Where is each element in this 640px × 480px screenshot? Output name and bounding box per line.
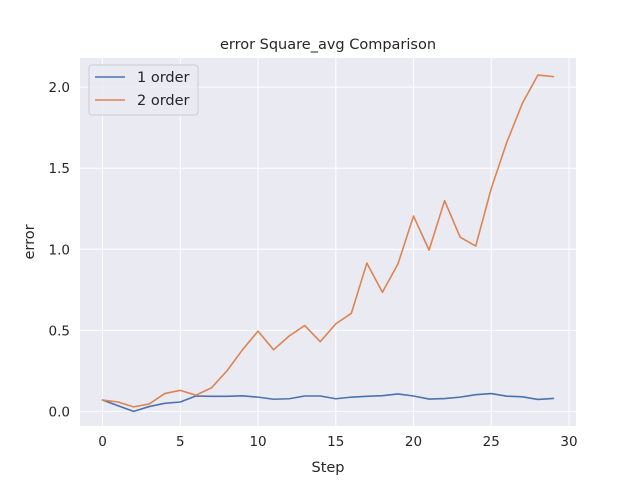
legend-label-2-order: 2 order (137, 93, 190, 109)
plot-area (80, 58, 576, 426)
legend: 1 order 2 order (88, 64, 199, 116)
y-axis-ticks: 0.0 0.5 1.0 1.5 2.0 (49, 80, 70, 420)
series-line-1-order (101, 392, 555, 413)
y-tick-label: 2.0 (49, 80, 70, 96)
x-tick-label: 5 (176, 434, 185, 450)
y-tick-label: 0.0 (49, 404, 70, 420)
x-axis-label: Step (311, 460, 344, 476)
legend-label-1-order: 1 order (137, 70, 190, 86)
x-tick-label: 15 (327, 434, 344, 450)
grid-lines (80, 58, 576, 426)
x-axis-ticks: 0 5 10 15 20 25 30 (98, 434, 577, 450)
y-tick-label: 1.0 (49, 242, 70, 258)
x-tick-label: 25 (483, 434, 500, 450)
y-tick-label: 0.5 (49, 323, 70, 339)
x-tick-label: 30 (560, 434, 577, 450)
y-axis-label: error (22, 224, 38, 259)
chart-title: error Square_avg Comparison (220, 37, 436, 53)
y-tick-label: 1.5 (49, 161, 70, 177)
x-tick-label: 0 (98, 434, 107, 450)
series-line-2-order (101, 74, 555, 408)
series-lines (101, 74, 555, 413)
x-tick-label: 20 (405, 434, 422, 450)
x-tick-label: 10 (249, 434, 266, 450)
